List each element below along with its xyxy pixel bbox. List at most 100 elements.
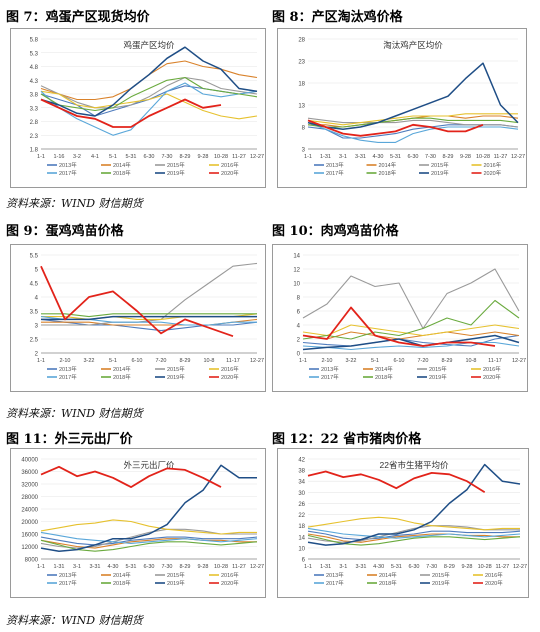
chart-fig8-title: 淘汰鸡产区均价 — [383, 40, 443, 50]
chart-fig12-legend-label: 2014年 — [379, 571, 397, 579]
chart-fig8-x-tick: 7-30 — [425, 154, 436, 160]
chart-fig7-y-tick: 2.8 — [30, 120, 39, 126]
chart-fig9-x-tick: 3-22 — [83, 358, 94, 364]
chart-fig8-x-tick: 1-1 — [304, 154, 312, 160]
chart-fig10-y-tick: 12 — [293, 268, 300, 274]
chart-fig9-series-2020 — [40, 265, 234, 338]
chart-fig10-x-tick: 3-22 — [345, 358, 356, 364]
chart-fig9-legend-label: 2019年 — [167, 373, 185, 381]
chart-fig7-x-tick: 10-28 — [214, 154, 228, 160]
chart-fig9-x-tick: 11-17 — [226, 358, 240, 364]
chart-fig12-series-2017 — [307, 527, 521, 539]
chart-fig7-legend-label: 2016年 — [221, 161, 239, 169]
chart-fig11-series-2016 — [40, 519, 257, 535]
chart-fig12-y-tick: 26 — [298, 502, 305, 508]
chart-fig8-legend-label: 2014年 — [379, 161, 397, 169]
chart-fig7-series-2019 — [40, 46, 258, 117]
chart-fig7-x-tick: 11-27 — [232, 154, 246, 160]
chart-fig12-legend-label: 2018年 — [379, 579, 397, 587]
chart-fig11-y-tick: 16000 — [21, 533, 38, 539]
chart-fig9-x-tick: 6-10 — [131, 358, 142, 364]
chart-fig9-series-2013 — [40, 318, 258, 332]
chart-fig7-x-tick: 7-30 — [161, 154, 172, 160]
chart-fig8-legend-label: 2016年 — [484, 161, 502, 169]
chart-fig7-x-tick: 1-16 — [53, 154, 64, 160]
chart-fig7-x-tick: 5-31 — [125, 154, 136, 160]
chart-fig8-y-tick: 18 — [298, 82, 305, 88]
chart-fig10-series-2018 — [302, 299, 520, 340]
chart-fig7-x-tick: 4-1 — [91, 154, 99, 160]
chart-fig12-y-tick: 6 — [302, 558, 306, 564]
chart-fig11-x-tick: 9-28 — [197, 564, 208, 570]
chart-fig10-y-tick: 6 — [297, 310, 301, 316]
chart-fig7-legend-label: 2017年 — [59, 169, 77, 177]
chart-fig8-series-2017 — [307, 122, 519, 143]
chart-fig11-x-tick: 4-30 — [107, 564, 118, 570]
figure-12-caption: 图 12：22 省市猪肉价格 — [272, 432, 422, 447]
chart-fig11-legend-label: 2016年 — [221, 571, 239, 579]
chart-fig11-x-tick: 12-27 — [250, 564, 264, 570]
chart-fig10-legend-label: 2014年 — [375, 365, 393, 373]
chart-fig11: 8000 12000 16000 20000 24000 28000 32000 36000 4… — [10, 448, 266, 598]
chart-fig7-legend-label: 2018年 — [113, 169, 131, 177]
chart-fig10-x-tick: 6-10 — [393, 358, 404, 364]
chart-fig7-y-tick: 4.3 — [30, 79, 39, 85]
chart-fig8-legend-label: 2019年 — [431, 169, 449, 177]
chart-fig7-y-tick: 3.8 — [30, 93, 39, 99]
chart-fig11-series-2019 — [40, 464, 257, 552]
chart-fig8-legend-label: 2017年 — [326, 169, 344, 177]
chart-fig7-series-2016 — [40, 90, 258, 120]
chart-fig12-y-tick: 38 — [298, 469, 305, 475]
chart-fig9-y-tick: 5.5 — [30, 254, 39, 260]
chart-fig9-series-2015 — [41, 262, 258, 326]
chart-fig11-legend-label: 2015年 — [167, 571, 185, 579]
chart-fig8-svg: 3 8 13 18 23 28 1-1 1-31 3-1 3-31 4-30 5-31 6-30 7-30… — [298, 38, 525, 178]
chart-fig7-y-tick: 5.8 — [30, 38, 39, 44]
chart-fig9-series-2018 — [41, 313, 257, 318]
chart-fig10-series-2019 — [302, 334, 520, 351]
chart-fig9-x-tick: 8-29 — [179, 358, 190, 364]
chart-fig12-series-2019 — [307, 463, 521, 546]
chart-fig10-legend-label: 2020年 — [483, 373, 501, 381]
chart-fig11-x-tick: 6-30 — [143, 564, 154, 570]
chart-fig10-svg: 0 2 4 6 8 10 12 14 1-1 2-10 3-22 5-1 6-10 7-20 8-29 10-… — [293, 254, 526, 382]
chart-fig11-y-tick: 24000 — [21, 508, 38, 514]
chart-fig10-y-tick: 4 — [297, 324, 301, 330]
chart-fig12-x-tick: 10-28 — [478, 564, 492, 570]
chart-fig11-y-tick: 40000 — [21, 458, 38, 464]
chart-fig11-x-tick: 5-31 — [125, 564, 136, 570]
chart-fig11-legend-label: 2020年 — [221, 579, 239, 587]
chart-fig12-x-tick: 6-30 — [408, 564, 419, 570]
chart-fig12-x-tick: 1-31 — [320, 564, 331, 570]
figure-8-caption: 图 8：产区淘汰鸡价格 — [272, 10, 403, 25]
chart-fig12-y-tick: 30 — [298, 491, 305, 497]
chart-fig12-y-tick: 18 — [298, 524, 305, 530]
chart-fig8-x-tick: 3-31 — [355, 154, 366, 160]
chart-fig8-series-2016 — [307, 113, 518, 126]
chart-fig8-x-tick: 1-31 — [320, 154, 331, 160]
chart-fig8-y-tick: 13 — [298, 104, 305, 110]
figure-11-caption: 图 11：外三元出厂价 — [6, 432, 133, 447]
chart-fig7-x-tick: 1-1 — [37, 154, 45, 160]
chart-fig7-y-tick: 2.3 — [30, 134, 39, 140]
chart-fig9-legend-label: 2020年 — [221, 373, 239, 381]
chart-fig12: 6 10 14 18 22 26 30 34 38 42 1-1 1-31 3-1 3-31 4-30 5-3… — [277, 448, 529, 598]
chart-fig11-x-tick: 11-27 — [232, 564, 246, 570]
chart-fig12-legend-label: 2020年 — [485, 579, 503, 587]
chart-fig12-y-tick: 22 — [298, 513, 305, 519]
chart-fig10-x-tick: 7-20 — [417, 358, 428, 364]
chart-fig12-series-2014 — [307, 533, 520, 543]
chart-fig12-x-tick: 7-30 — [426, 564, 437, 570]
chart-fig11-legend-label: 2014年 — [113, 571, 131, 579]
chart-fig8-y-tick: 28 — [298, 38, 305, 44]
source-note-3: 资料来源：WIND 财信期货 — [6, 614, 143, 627]
chart-fig7-legend-label: 2019年 — [167, 169, 185, 177]
chart-fig10-y-tick: 2 — [297, 338, 301, 344]
chart-fig7-y-tick: 4.8 — [30, 65, 39, 71]
chart-fig10-legend-label: 2016年 — [483, 365, 501, 373]
chart-fig9-y-tick: 3 — [35, 324, 39, 330]
chart-fig7-legend-label: 2013年 — [59, 161, 77, 169]
chart-fig12-x-tick: 1-1 — [304, 564, 312, 570]
chart-fig9-x-tick: 12-27 — [250, 358, 264, 364]
chart-fig9-legend-label: 2018年 — [113, 373, 131, 381]
